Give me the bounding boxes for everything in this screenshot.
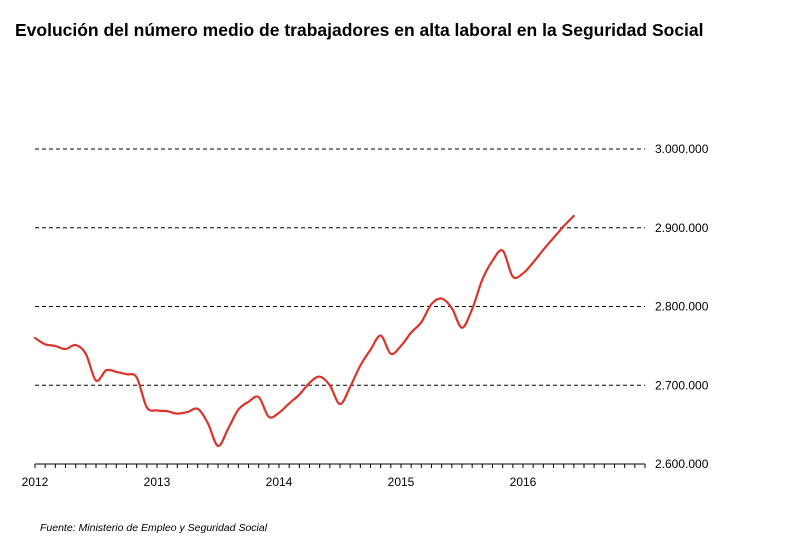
y-tick-label: 2.900.000 xyxy=(655,221,709,235)
series-group xyxy=(33,214,575,447)
source-note: Fuente: Ministerio de Empleo y Seguridad… xyxy=(40,522,268,534)
x-tick-label: 2013 xyxy=(144,475,171,489)
y-tick-label: 2.800.000 xyxy=(655,300,709,314)
y-tick-label: 2.700.000 xyxy=(655,378,709,392)
x-tick-label: 2012 xyxy=(22,475,49,489)
series-line xyxy=(33,214,575,447)
chart-title: Evolución del número medio de trabajador… xyxy=(15,20,704,40)
gridlines xyxy=(35,148,645,386)
y-tick-label: 3.000.000 xyxy=(655,142,709,156)
y-tick-label: 2.600.000 xyxy=(655,457,709,471)
y-axis-labels: 2.600.000 2.700.000 2.800.000 2.900.000 3.00… xyxy=(655,142,709,471)
x-tick-label: 2014 xyxy=(266,475,293,489)
x-axis xyxy=(34,463,646,468)
x-tick-label: 2015 xyxy=(388,475,415,489)
x-tick-label: 2016 xyxy=(510,475,537,489)
x-axis-labels: 2012 2013 2014 2015 2016 xyxy=(22,475,537,489)
